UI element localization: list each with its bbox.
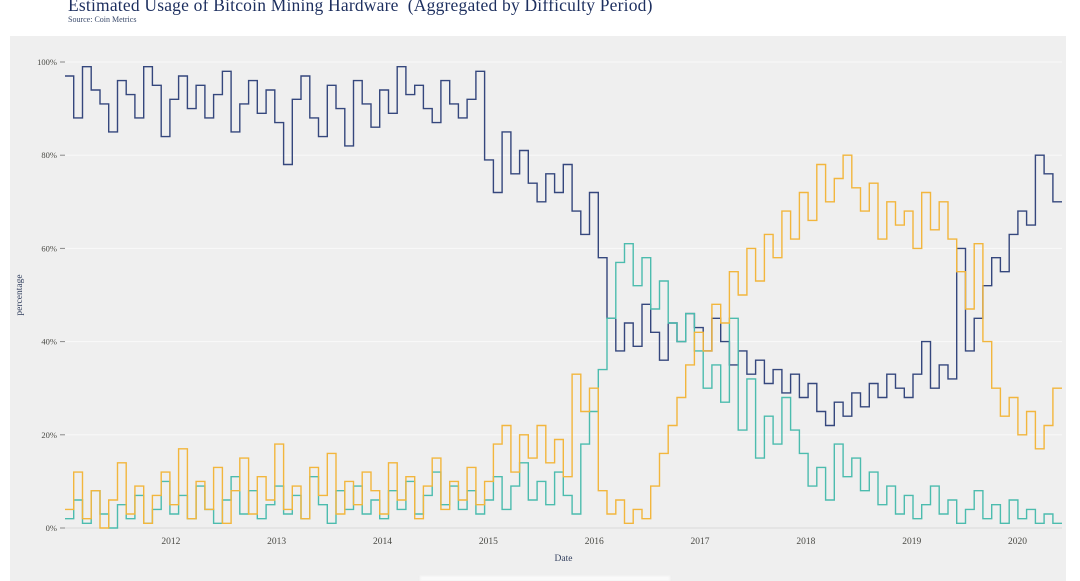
chart-title: Estimated Usage of Bitcoin Mining Hardwa… <box>68 0 653 15</box>
y-tick-label: 20% <box>41 430 57 440</box>
y-axis-ticks: 0% 20% 40% 60% 80% 100% <box>37 57 65 533</box>
series-navy-line <box>65 66 1062 427</box>
x-tick-label: 2013 <box>267 537 286 547</box>
x-tick-label: 2012 <box>161 537 180 547</box>
y-tick-label: 100% <box>37 57 57 67</box>
x-axis-title: Date <box>555 554 573 564</box>
chart-source: Source: Coin Metrics <box>68 15 137 25</box>
x-tick-label: 2020 <box>1008 537 1027 547</box>
y-tick-label: 40% <box>41 337 57 347</box>
x-tick-label: 2018 <box>796 537 815 547</box>
y-tick-label: 60% <box>41 243 57 253</box>
x-tick-label: 2016 <box>585 537 604 547</box>
chart-panel <box>10 36 1066 581</box>
x-axis-ticks: 2012 2013 2014 2015 2016 2017 2018 2019 2020 <box>161 537 1027 547</box>
y-tick-label: 80% <box>41 150 57 160</box>
series-teal-line <box>65 243 1062 529</box>
x-tick-label: 2019 <box>902 537 921 547</box>
title-block: Estimated Usage of Bitcoin Mining Hardwa… <box>68 0 653 24</box>
x-tick-label: 2017 <box>691 537 710 547</box>
cropped-legend-strip <box>420 576 670 581</box>
series-orange-line <box>65 154 1062 529</box>
y-tick-label: 0% <box>46 523 57 533</box>
y-axis-title: percentage <box>15 274 25 315</box>
x-tick-label: 2015 <box>479 537 498 547</box>
x-tick-label: 2014 <box>373 537 392 547</box>
